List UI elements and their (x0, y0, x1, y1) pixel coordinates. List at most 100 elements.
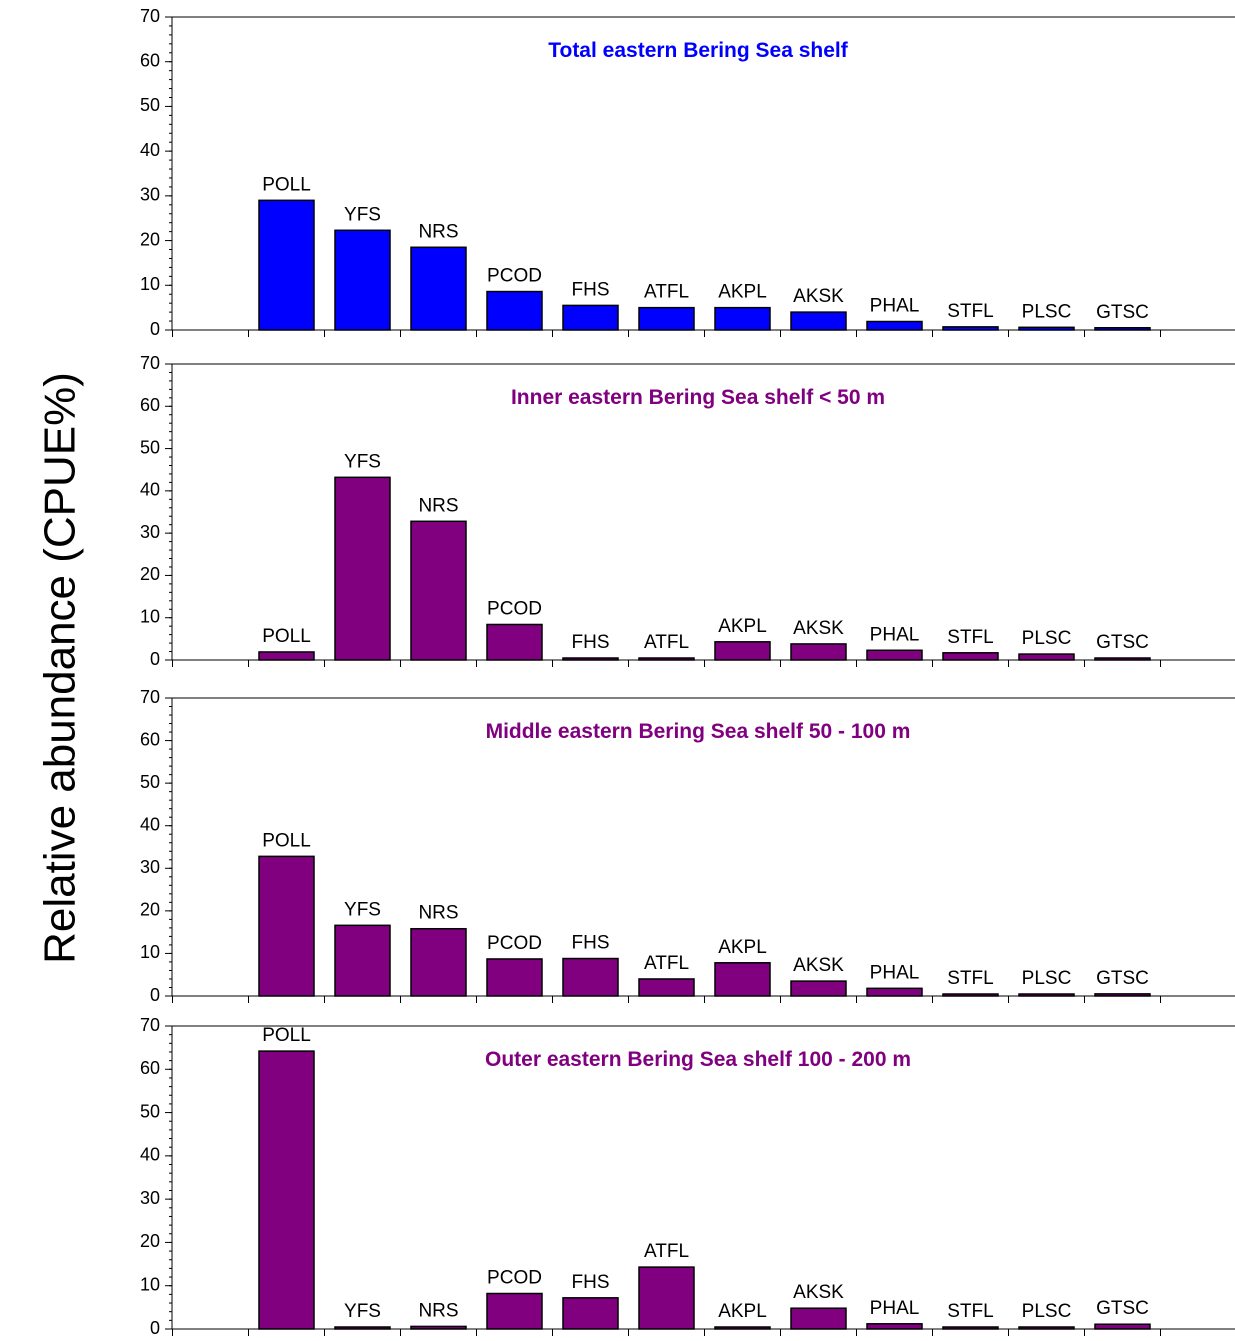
bar-label-fhs: FHS (572, 632, 610, 653)
bar-label-atfl: ATFL (644, 1241, 689, 1262)
bar-label-fhs: FHS (572, 1272, 610, 1293)
bar-label-akpl: AKPL (718, 616, 767, 637)
bar-nrs (410, 520, 467, 661)
y-tick-label: 60 (140, 395, 160, 415)
bar-stfl (942, 326, 999, 331)
bar-label-pcod: PCOD (487, 266, 542, 287)
bar-label-poll: POLL (262, 174, 311, 195)
y-tick-label: 0 (150, 985, 160, 1005)
y-tick-label: 70 (140, 1015, 160, 1035)
bar-label-phal: PHAL (870, 296, 920, 317)
bar-poll (258, 651, 315, 661)
bar-yfs (334, 476, 391, 661)
bar-label-plsc: PLSC (1022, 628, 1072, 649)
bar-label-aksk: AKSK (793, 1282, 844, 1303)
bar-atfl (638, 657, 695, 661)
y-tick-label: 30 (140, 522, 160, 542)
bar-stfl (942, 1326, 999, 1330)
bar-poll (258, 1050, 315, 1330)
bar-label-poll: POLL (262, 1025, 311, 1046)
bar-label-plsc: PLSC (1022, 968, 1072, 989)
bar-label-phal: PHAL (870, 962, 920, 983)
y-tick-label: 40 (140, 480, 160, 500)
y-tick-label: 0 (150, 319, 160, 339)
bar-atfl (638, 1266, 695, 1330)
bar-akpl (714, 641, 771, 661)
bar-stfl (942, 993, 999, 997)
bar-label-yfs: YFS (344, 204, 381, 225)
bar-label-gtsc: GTSC (1096, 632, 1149, 653)
bar-gtsc (1094, 657, 1151, 661)
y-tick-label: 40 (140, 814, 160, 834)
bar-gtsc (1094, 1323, 1151, 1330)
bar-label-nrs: NRS (418, 903, 458, 924)
panel-title: Total eastern Bering Sea shelf (548, 39, 849, 62)
bar-label-gtsc: GTSC (1096, 968, 1149, 989)
bar-label-akpl: AKPL (718, 937, 767, 958)
bar-label-aksk: AKSK (793, 286, 844, 307)
panel-title: Middle eastern Bering Sea shelf 50 - 100… (486, 720, 911, 743)
y-tick-label: 50 (140, 95, 160, 115)
bar-pcod (486, 958, 543, 997)
bar-fhs (562, 957, 619, 997)
y-tick-label: 60 (140, 1058, 160, 1078)
y-tick-label: 50 (140, 772, 160, 792)
panel-title: Outer eastern Bering Sea shelf 100 - 200… (485, 1048, 911, 1071)
bar-label-gtsc: GTSC (1096, 302, 1149, 323)
bar-pcod (486, 290, 543, 331)
bar-label-pcod: PCOD (487, 598, 542, 619)
bar-phal (866, 1323, 923, 1330)
bar-phal (866, 987, 923, 997)
bar-akpl (714, 1326, 771, 1330)
y-tick-label: 50 (140, 437, 160, 457)
bar-label-akpl: AKPL (718, 1301, 767, 1322)
bar-nrs (410, 927, 467, 997)
bar-label-yfs: YFS (344, 451, 381, 472)
y-tick-label: 60 (140, 729, 160, 749)
y-tick-label: 40 (140, 1145, 160, 1165)
y-tick-label: 20 (140, 229, 160, 249)
y-tick-label: 10 (140, 606, 160, 626)
bar-aksk (790, 1307, 847, 1330)
bar-label-fhs: FHS (572, 279, 610, 300)
y-tick-label: 10 (140, 942, 160, 962)
bar-label-plsc: PLSC (1022, 301, 1072, 322)
bar-pcod (486, 623, 543, 661)
y-tick-label: 20 (140, 900, 160, 920)
bar-poll (258, 855, 315, 997)
bar-label-phal: PHAL (870, 1298, 920, 1319)
y-tick-label: 20 (140, 1231, 160, 1251)
bar-yfs (334, 229, 391, 331)
bar-pcod (486, 1292, 543, 1330)
y-axis-title: Relative abundance (CPUE%) (36, 372, 85, 964)
bar-akpl (714, 306, 771, 331)
bar-aksk (790, 311, 847, 331)
bar-label-atfl: ATFL (644, 282, 689, 303)
bar-label-poll: POLL (262, 626, 311, 647)
bar-atfl (638, 978, 695, 997)
bar-gtsc (1094, 327, 1151, 331)
bar-stfl (942, 652, 999, 661)
bar-label-aksk: AKSK (793, 955, 844, 976)
bar-label-stfl: STFL (947, 627, 993, 648)
bar-yfs (334, 924, 391, 997)
bar-label-yfs: YFS (344, 899, 381, 920)
bar-label-phal: PHAL (870, 624, 920, 645)
y-tick-label: 60 (140, 50, 160, 70)
y-tick-label: 30 (140, 857, 160, 877)
bar-label-nrs: NRS (418, 1300, 458, 1321)
bar-plsc (1018, 653, 1075, 661)
y-tick-label: 70 (140, 687, 160, 707)
y-tick-label: 30 (140, 185, 160, 205)
bar-fhs (562, 657, 619, 661)
bar-label-atfl: ATFL (644, 953, 689, 974)
bar-label-stfl: STFL (947, 968, 993, 989)
bar-atfl (638, 306, 695, 331)
bar-plsc (1018, 993, 1075, 997)
bar-akpl (714, 962, 771, 997)
bar-plsc (1018, 326, 1075, 331)
y-tick-label: 0 (150, 649, 160, 669)
bar-phal (866, 320, 923, 331)
bar-label-poll: POLL (262, 830, 311, 851)
